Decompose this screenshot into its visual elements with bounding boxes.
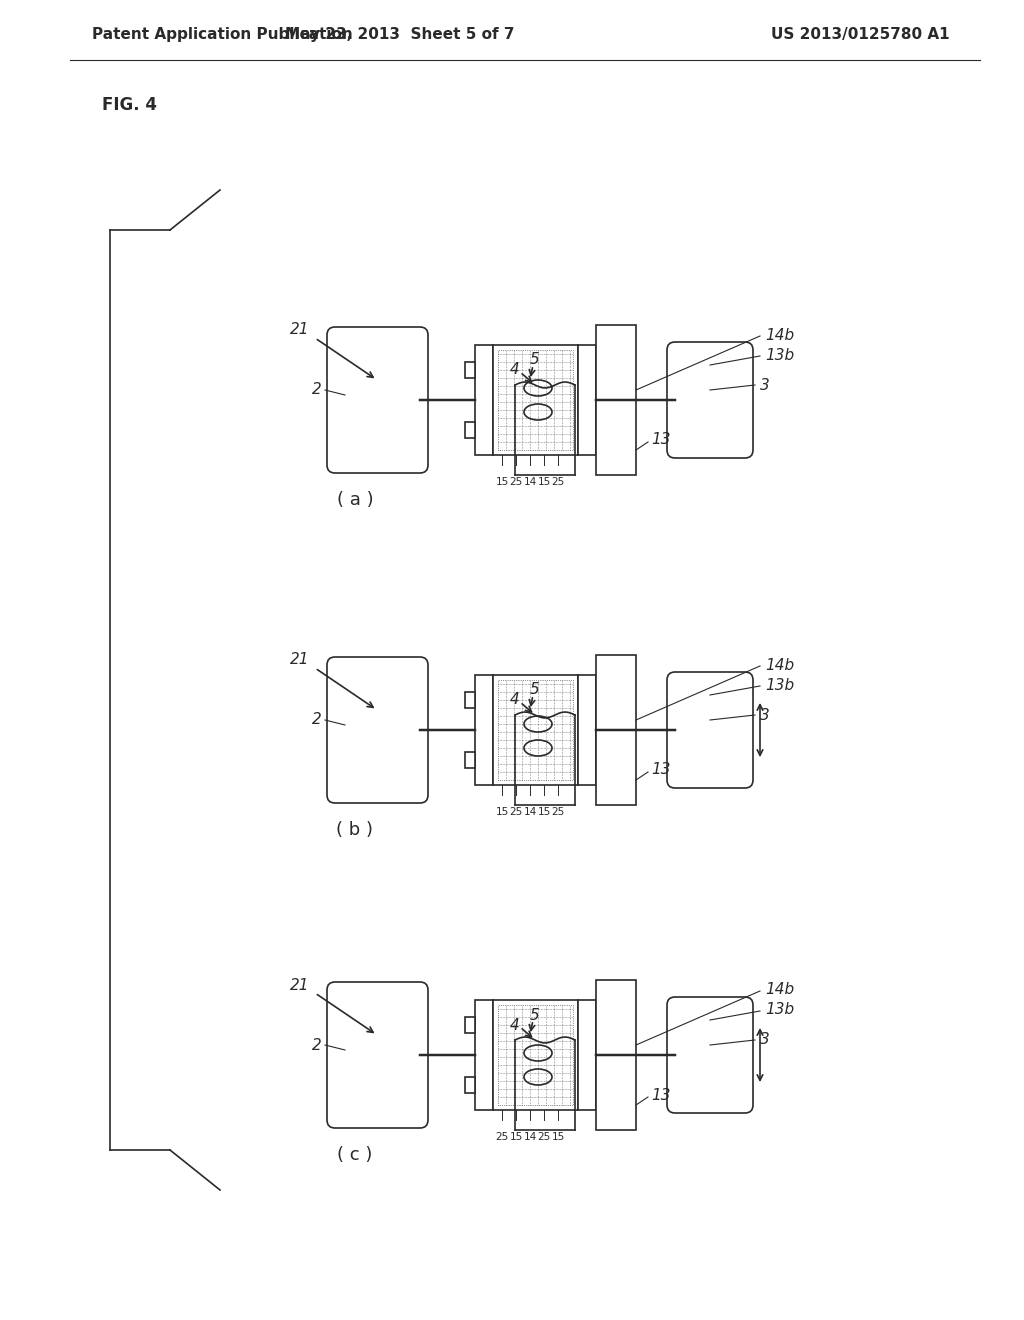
Text: US 2013/0125780 A1: US 2013/0125780 A1	[771, 28, 949, 42]
Text: 25: 25	[509, 807, 522, 817]
Text: 3: 3	[760, 708, 770, 722]
Bar	[465, 362, 475, 378]
Text: 13b: 13b	[765, 1002, 795, 1018]
Text: 2: 2	[312, 1038, 322, 1052]
Text: 25: 25	[538, 1133, 551, 1142]
Text: 14: 14	[523, 477, 537, 487]
FancyBboxPatch shape	[327, 327, 428, 473]
Text: 25: 25	[551, 477, 564, 487]
Text: 4: 4	[510, 693, 520, 708]
Ellipse shape	[524, 741, 552, 756]
Text: 14: 14	[523, 807, 537, 817]
Text: 15: 15	[509, 1133, 522, 1142]
Text: 25: 25	[551, 807, 564, 817]
Bar	[578, 675, 596, 785]
Text: 3: 3	[760, 378, 770, 392]
Text: 2: 2	[312, 713, 322, 727]
Text: FIG. 4: FIG. 4	[102, 96, 157, 114]
FancyBboxPatch shape	[327, 982, 428, 1129]
Text: 4: 4	[510, 363, 520, 378]
Bar	[596, 979, 636, 1130]
Bar	[493, 345, 578, 455]
Text: 25: 25	[509, 477, 522, 487]
Text: Patent Application Publication: Patent Application Publication	[92, 28, 352, 42]
Bar	[498, 680, 573, 780]
Bar	[498, 350, 573, 450]
Bar	[498, 1005, 573, 1105]
FancyBboxPatch shape	[667, 672, 753, 788]
Bar	[465, 1077, 475, 1093]
Text: 21: 21	[290, 652, 309, 668]
Text: ( b ): ( b )	[337, 821, 374, 840]
FancyBboxPatch shape	[667, 342, 753, 458]
Bar	[475, 345, 493, 455]
Text: 15: 15	[496, 807, 509, 817]
Text: 4: 4	[510, 1018, 520, 1032]
Bar	[475, 1001, 493, 1110]
Ellipse shape	[524, 1045, 552, 1061]
Ellipse shape	[524, 404, 552, 420]
Bar	[596, 325, 636, 475]
Ellipse shape	[524, 380, 552, 396]
Text: 3: 3	[760, 1032, 770, 1048]
Text: 13: 13	[651, 433, 671, 447]
Text: May 23, 2013  Sheet 5 of 7: May 23, 2013 Sheet 5 of 7	[286, 28, 515, 42]
Bar	[465, 1016, 475, 1034]
Text: 14b: 14b	[765, 982, 795, 998]
Text: 13: 13	[651, 1088, 671, 1102]
Text: 21: 21	[290, 322, 309, 338]
Text: 5: 5	[530, 352, 540, 367]
Text: 14b: 14b	[765, 657, 795, 672]
Bar	[465, 692, 475, 708]
Text: 5: 5	[530, 1007, 540, 1023]
Bar	[578, 1001, 596, 1110]
Text: ( a ): ( a )	[337, 491, 374, 510]
Text: 15: 15	[496, 477, 509, 487]
Bar	[465, 752, 475, 768]
Bar	[465, 422, 475, 438]
Text: ( c ): ( c )	[337, 1146, 373, 1164]
Ellipse shape	[524, 1069, 552, 1085]
FancyBboxPatch shape	[667, 997, 753, 1113]
Text: 13b: 13b	[765, 347, 795, 363]
Bar	[493, 675, 578, 785]
Text: 15: 15	[538, 477, 551, 487]
Bar	[596, 655, 636, 805]
Text: 15: 15	[538, 807, 551, 817]
Text: 14b: 14b	[765, 327, 795, 342]
Text: 2: 2	[312, 383, 322, 397]
Text: 5: 5	[530, 682, 540, 697]
Bar	[493, 1001, 578, 1110]
Text: 25: 25	[496, 1133, 509, 1142]
Bar	[578, 345, 596, 455]
Text: 21: 21	[290, 978, 309, 993]
Text: 15: 15	[551, 1133, 564, 1142]
Text: 14: 14	[523, 1133, 537, 1142]
Text: 13: 13	[651, 763, 671, 777]
FancyBboxPatch shape	[327, 657, 428, 803]
Text: 13b: 13b	[765, 677, 795, 693]
Bar	[475, 675, 493, 785]
Ellipse shape	[524, 715, 552, 733]
